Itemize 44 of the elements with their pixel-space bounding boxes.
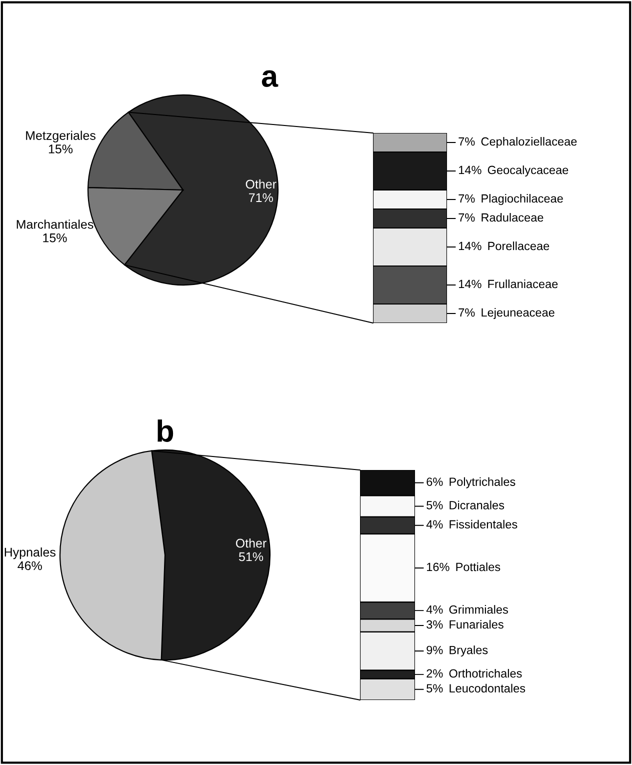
text: Orthotrichales [449,668,522,678]
data-label: 3% [426,620,443,629]
text: Porellaceae [488,241,550,250]
data-label: 14% [459,166,482,174]
slice-label: Hypnales [4,547,56,560]
text: Polytrichales [450,477,516,488]
text: Radulaceae [482,213,544,222]
data-label: 16% [427,562,450,572]
text: Frullaniaceae [488,279,558,288]
data-label: 15% [48,144,73,154]
text: Cephaloziellaceae [481,137,577,148]
text: Plagiochilaceae [482,194,563,206]
slice-label: Other [246,179,276,189]
data-label: 9% [426,646,443,654]
text: Leucodontales [450,684,526,693]
chart-title: b [158,420,174,442]
data-label: 5% [426,684,443,693]
slice-label: Metzgeriales [26,130,96,142]
data-label: 14% [459,280,482,288]
text: Fissidentales [450,520,518,529]
data-label: 7% [458,213,475,222]
text: Geocalycaceae [488,166,568,177]
data-label: 4% [426,605,443,614]
data-label: 2% [426,669,443,678]
text: Lejeuneaceae [482,308,554,320]
data-label: 7% [458,308,475,317]
data-label: 7% [458,137,475,146]
data-label: 15% [43,233,67,242]
text: Dicranales [450,500,504,510]
text: Pottiales [456,562,500,572]
text: Grimmiales [449,605,508,614]
text: Funariales [450,620,504,629]
data-label: 6% [426,478,443,486]
slice-label: Other [236,538,266,548]
data-label: 71% [249,193,273,202]
text: Bryales [450,646,488,657]
data-label: 4% [426,520,443,528]
data-label: 7% [458,194,475,203]
chart-title: a [262,70,278,87]
data-label: 14% [459,242,482,250]
slice-label: Marchantiales [16,220,94,229]
data-label: 51% [239,552,264,562]
data-label: 46% [18,561,42,570]
data-label: 5% [426,501,443,510]
